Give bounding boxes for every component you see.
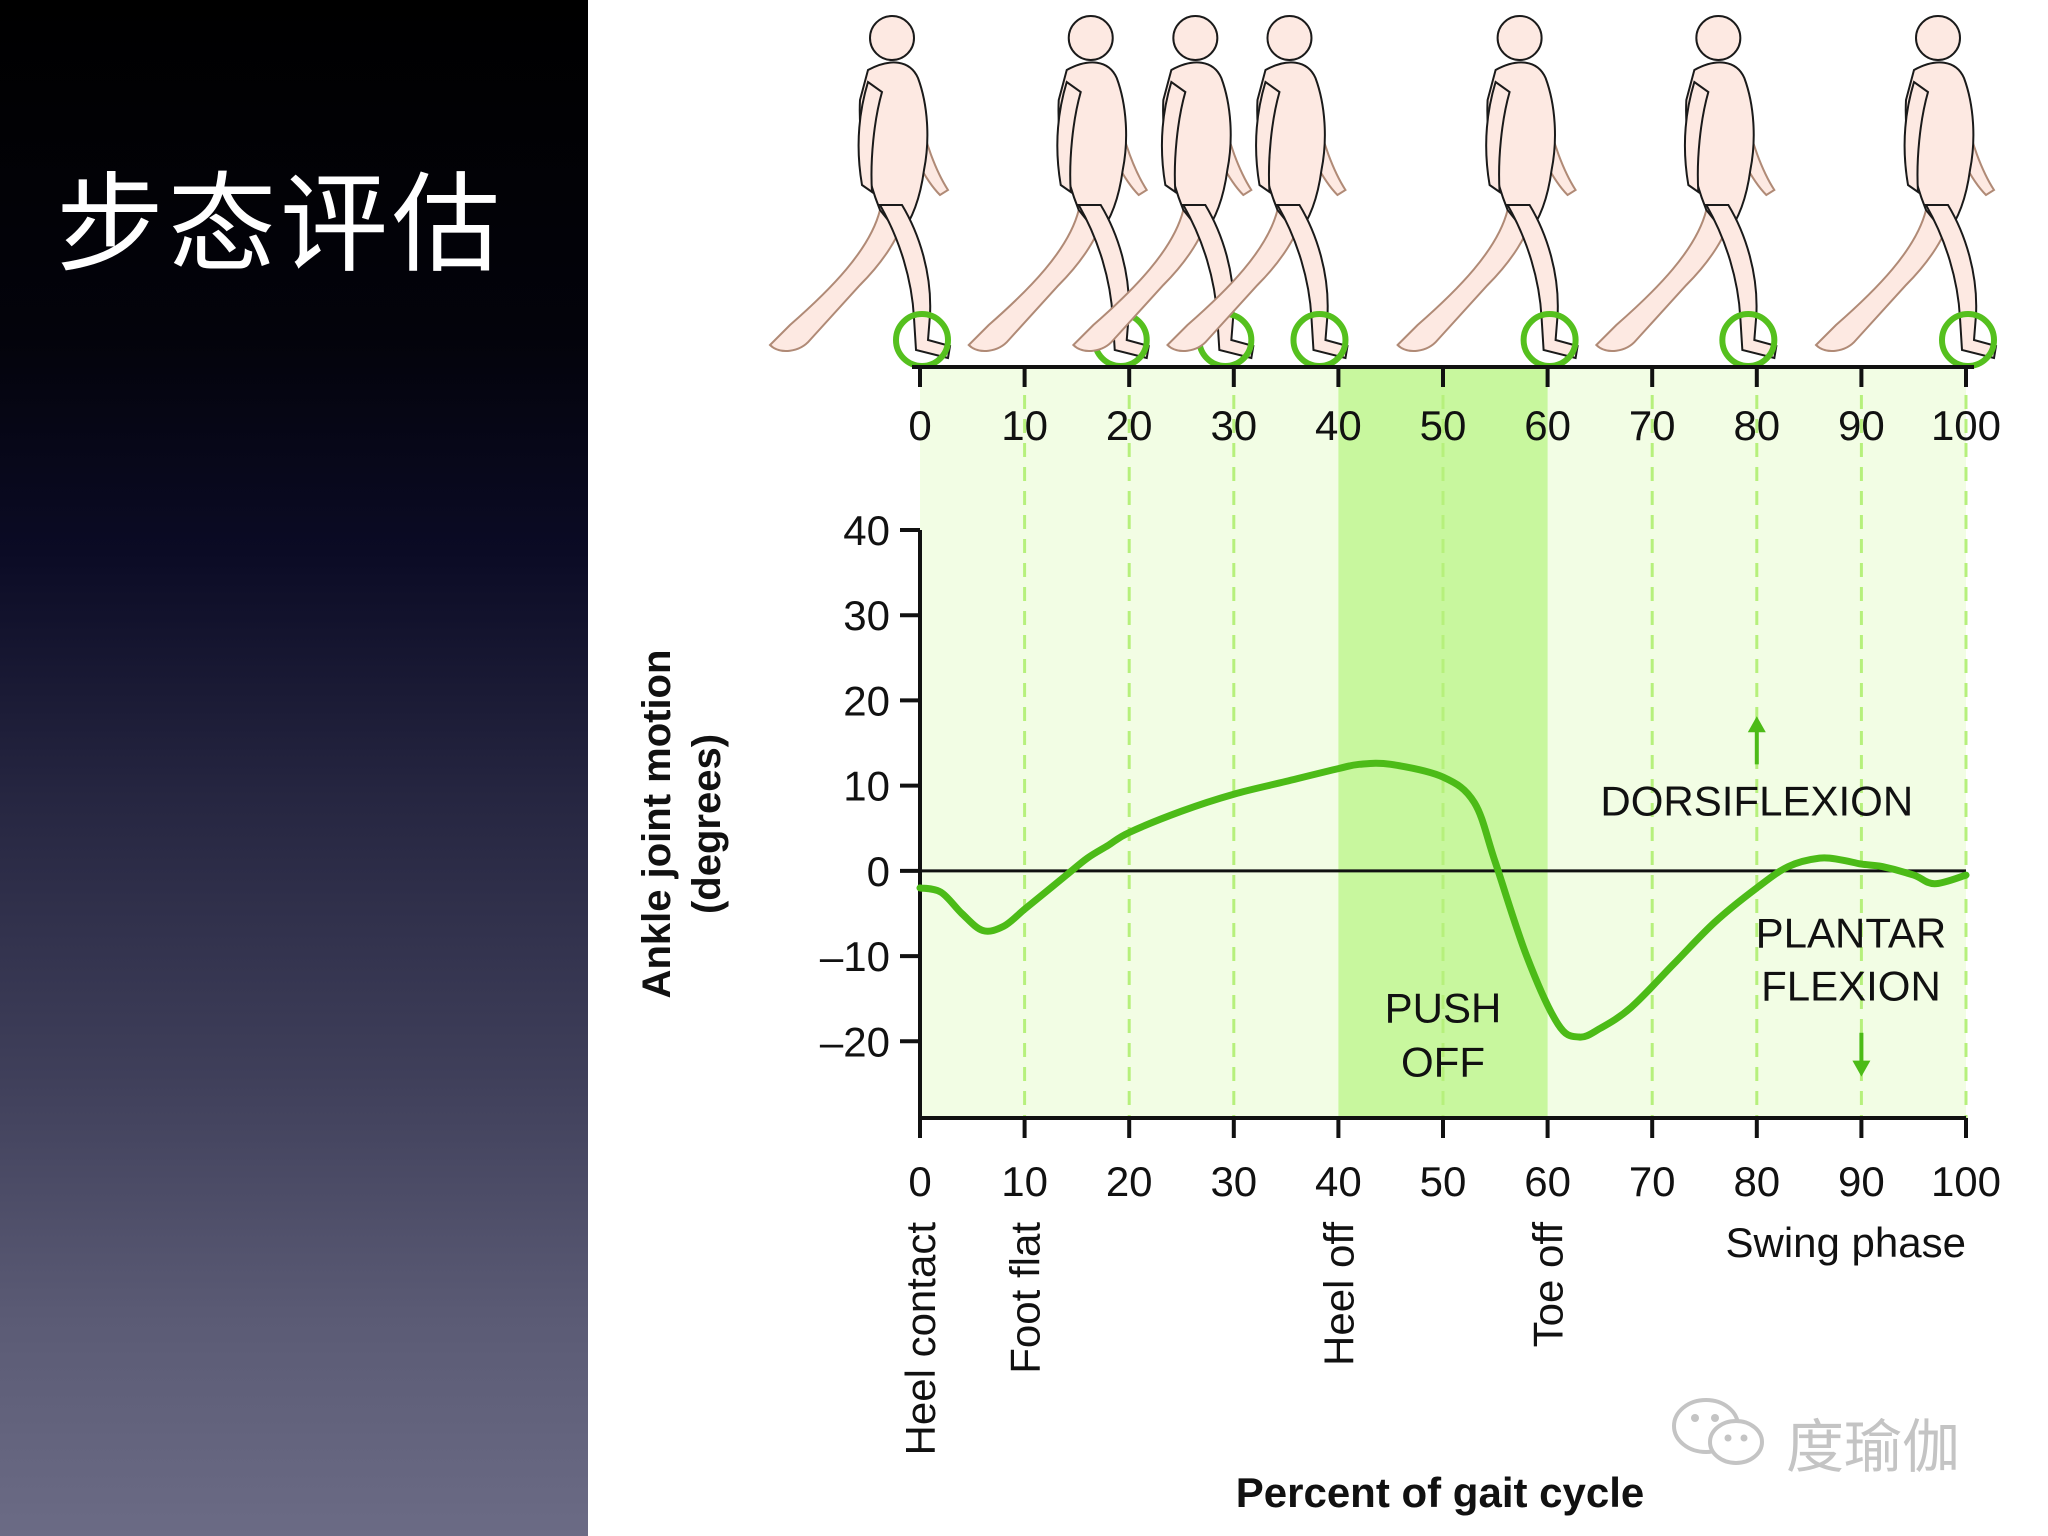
x-tick-label: 20 bbox=[1106, 1158, 1153, 1205]
top-tick-label: 0 bbox=[908, 402, 931, 449]
x-tick-label: 60 bbox=[1524, 1158, 1571, 1205]
top-tick-label: 30 bbox=[1210, 402, 1257, 449]
top-axis: 0 10 20 30 40 50 60 70 80 90 100 bbox=[908, 365, 2001, 449]
near-arm bbox=[1160, 80, 1187, 195]
head bbox=[1067, 15, 1114, 61]
event-label: Heel contact bbox=[897, 1222, 944, 1456]
x-tick-label: 90 bbox=[1838, 1158, 1885, 1205]
y-axis-title-line: Ankle joint motion bbox=[635, 650, 679, 999]
watermark: 度瑜伽 bbox=[1668, 1392, 2008, 1481]
event-label: Heel off bbox=[1315, 1222, 1362, 1366]
y-axis-title-line: (degrees) bbox=[685, 734, 729, 914]
x-tick-label: 100 bbox=[1931, 1158, 2001, 1205]
x-tick-label: 80 bbox=[1733, 1158, 1780, 1205]
walking-figure bbox=[768, 15, 952, 369]
walking-figures bbox=[768, 15, 1998, 369]
y-axis-title: Ankle joint motion (degrees) bbox=[635, 650, 729, 999]
event-labels: Heel contact Foot flat Heel off Toe off bbox=[897, 1222, 1572, 1456]
walking-figure bbox=[1594, 15, 1778, 369]
walking-figure bbox=[967, 15, 1150, 369]
top-tick-label: 20 bbox=[1106, 402, 1153, 449]
y-axis: 40 30 20 10 0 –10 –20 Ankle joint motion (degree… bbox=[635, 507, 1966, 1118]
gait-chart: 0 10 20 30 40 50 60 70 80 90 100 403020100–10–20An… bbox=[635, 15, 2001, 1516]
y-tick-label: –20 bbox=[820, 1018, 890, 1065]
wechat-icon bbox=[1672, 1398, 1764, 1465]
y-tick-label: 30 bbox=[843, 592, 890, 639]
plantar-arrow-head bbox=[1852, 1060, 1871, 1077]
top-tick-label: 60 bbox=[1524, 402, 1571, 449]
walking-figure bbox=[1071, 15, 1255, 369]
x-tick-label: 10 bbox=[1001, 1158, 1048, 1205]
x-tick-label: 30 bbox=[1210, 1158, 1257, 1205]
ankle-motion-line bbox=[916, 759, 1970, 1041]
far-leg bbox=[768, 208, 907, 352]
near-arm bbox=[857, 80, 884, 195]
near-arm bbox=[1255, 80, 1281, 195]
near-arm bbox=[1485, 80, 1511, 195]
slide-title: 步态评估 bbox=[56, 163, 505, 288]
top-tick-label: 80 bbox=[1733, 402, 1780, 449]
head bbox=[1172, 15, 1219, 61]
far-leg bbox=[1071, 208, 1210, 352]
push-off-label: PUSH bbox=[1385, 985, 1502, 1032]
annotations: DORSIFLEXION PLANTAR FLEXION PUSH OFF Swing p… bbox=[1385, 716, 1966, 1266]
top-tick-label: 90 bbox=[1838, 402, 1885, 449]
x-tick-label: 70 bbox=[1629, 1158, 1676, 1205]
push-off-label: OFF bbox=[1401, 1039, 1485, 1086]
title-sidebar: 步态评估 bbox=[0, 0, 588, 1536]
y-tick-label: –10 bbox=[820, 933, 890, 980]
walking-figure bbox=[1396, 15, 1579, 369]
far-leg bbox=[1166, 208, 1304, 352]
walking-figure bbox=[1166, 15, 1349, 369]
top-tick-label: 40 bbox=[1315, 402, 1362, 449]
x-tick-label: 40 bbox=[1315, 1158, 1362, 1205]
x-axis: 0 10 20 30 40 50 60 70 80 90 100 Percent of gait cy… bbox=[908, 1116, 2001, 1516]
plantar-flexion-label: FLEXION bbox=[1761, 963, 1941, 1010]
x-tick-label: 0 bbox=[908, 1158, 931, 1205]
far-leg bbox=[967, 208, 1105, 352]
x-axis-title: Percent of gait cycle bbox=[1236, 1469, 1645, 1516]
head bbox=[1496, 15, 1543, 61]
y-tick-label: 40 bbox=[843, 507, 890, 554]
event-label: Toe off bbox=[1525, 1222, 1572, 1348]
top-tick-label: 50 bbox=[1420, 402, 1467, 449]
dorsiflexion-arrow-head bbox=[1747, 716, 1766, 733]
y-tick-label: 20 bbox=[843, 677, 890, 724]
head bbox=[1695, 15, 1742, 61]
watermark-text: 度瑜伽 bbox=[1786, 1413, 1961, 1481]
swing-phase-label: Swing phase bbox=[1726, 1219, 1967, 1266]
series-layer bbox=[916, 759, 1970, 1041]
near-arm bbox=[1683, 80, 1710, 195]
x-tick-label: 50 bbox=[1420, 1158, 1467, 1205]
top-tick-label: 10 bbox=[1001, 402, 1048, 449]
top-tick-label: 100 bbox=[1931, 402, 2001, 449]
head bbox=[1266, 15, 1313, 61]
y-tick-label: 0 bbox=[867, 848, 890, 895]
near-arm bbox=[1903, 80, 1930, 195]
dorsiflexion-label: DORSIFLEXION bbox=[1600, 777, 1913, 824]
top-tick-label: 70 bbox=[1629, 402, 1676, 449]
head bbox=[869, 15, 915, 61]
y-tick-label: 10 bbox=[843, 763, 890, 810]
plantar-flexion-label: PLANTAR bbox=[1756, 910, 1947, 957]
head bbox=[1915, 15, 1961, 61]
near-arm bbox=[1056, 80, 1082, 195]
far-leg bbox=[1814, 208, 1953, 352]
far-leg bbox=[1396, 208, 1534, 352]
event-label: Foot flat bbox=[1002, 1222, 1049, 1374]
far-leg bbox=[1594, 208, 1733, 352]
walking-figure bbox=[1814, 15, 1998, 369]
